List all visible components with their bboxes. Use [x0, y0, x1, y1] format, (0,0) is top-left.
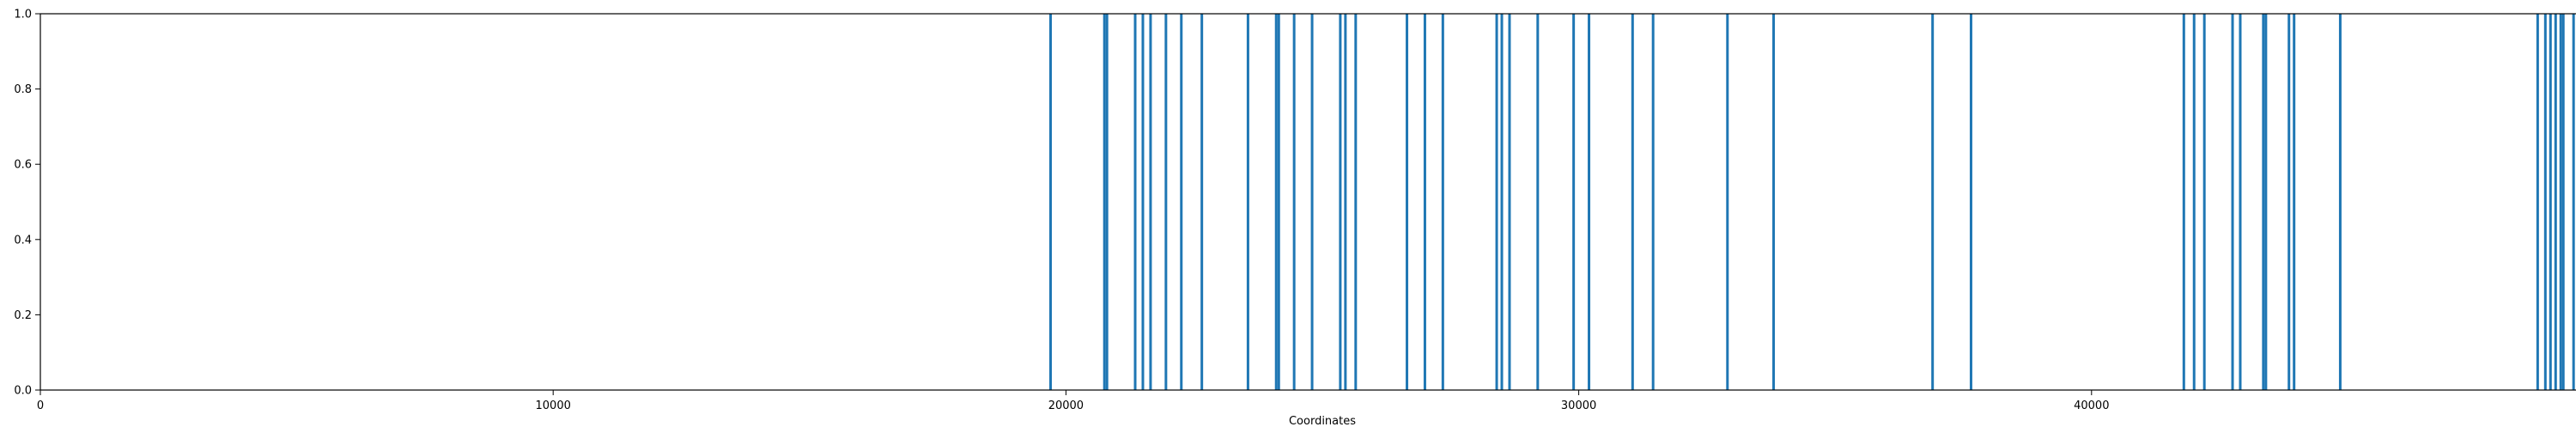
bar — [1149, 14, 1152, 390]
bar — [1164, 14, 1168, 390]
bar — [1310, 14, 1314, 390]
bar — [1103, 14, 1106, 390]
bar — [1105, 14, 1109, 390]
bar — [1651, 14, 1655, 390]
bar — [1141, 14, 1145, 390]
bar — [1354, 14, 1358, 390]
bar — [1726, 14, 1729, 390]
bar — [2338, 14, 2342, 390]
bar — [1133, 14, 1137, 390]
y-tick-label: 0.2 — [14, 309, 32, 322]
bar — [1274, 14, 1278, 390]
bar — [1406, 14, 1409, 390]
bar — [1931, 14, 1935, 390]
y-tick-label: 0.4 — [14, 234, 32, 247]
bar — [1572, 14, 1576, 390]
bar — [2264, 14, 2268, 390]
bar — [2554, 14, 2557, 390]
bar — [2239, 14, 2242, 390]
bar — [1969, 14, 1972, 390]
x-tick-label: 0 — [37, 399, 44, 412]
x-tick-label: 40000 — [2074, 399, 2109, 412]
bar — [2536, 14, 2539, 390]
bars-layer — [1048, 14, 2575, 390]
bar — [2572, 14, 2575, 390]
bar — [2231, 14, 2234, 390]
bar — [2262, 14, 2265, 390]
bar — [2182, 14, 2185, 390]
x-tick-label: 20000 — [1048, 399, 1084, 412]
bar — [1536, 14, 1540, 390]
bar — [2561, 14, 2565, 390]
bar — [1423, 14, 1426, 390]
y-tick-label: 0.8 — [14, 83, 32, 96]
bar — [1344, 14, 1347, 390]
bar — [2192, 14, 2196, 390]
bar — [1277, 14, 1280, 390]
y-tick-label: 1.0 — [14, 9, 32, 21]
bar — [1200, 14, 1204, 390]
axes-frame — [39, 13, 2576, 391]
y-tick-label: 0.0 — [14, 385, 32, 398]
bar — [1048, 14, 1052, 390]
bar — [2543, 14, 2547, 390]
bar — [1441, 14, 1444, 390]
bar — [2549, 14, 2552, 390]
bar — [1772, 14, 1776, 390]
bar — [1508, 14, 1511, 390]
bar — [2293, 14, 2296, 390]
bar — [1588, 14, 1591, 390]
bar — [1246, 14, 1249, 390]
bar — [1500, 14, 1504, 390]
x-tick-label: 30000 — [1561, 399, 1596, 412]
bar — [1292, 14, 1296, 390]
bar — [1495, 14, 1498, 390]
bar — [1631, 14, 1634, 390]
axes-layer: 010000200003000040000500000.00.20.40.60.… — [14, 9, 2576, 412]
x-tick-label: 10000 — [536, 399, 571, 412]
bar — [2287, 14, 2291, 390]
y-tick-label: 0.6 — [14, 159, 32, 172]
x-axis-label: Coordinates — [1289, 415, 1356, 428]
bar — [2202, 14, 2206, 390]
bar — [2559, 14, 2562, 390]
bar — [1180, 14, 1183, 390]
bar — [1339, 14, 1342, 390]
